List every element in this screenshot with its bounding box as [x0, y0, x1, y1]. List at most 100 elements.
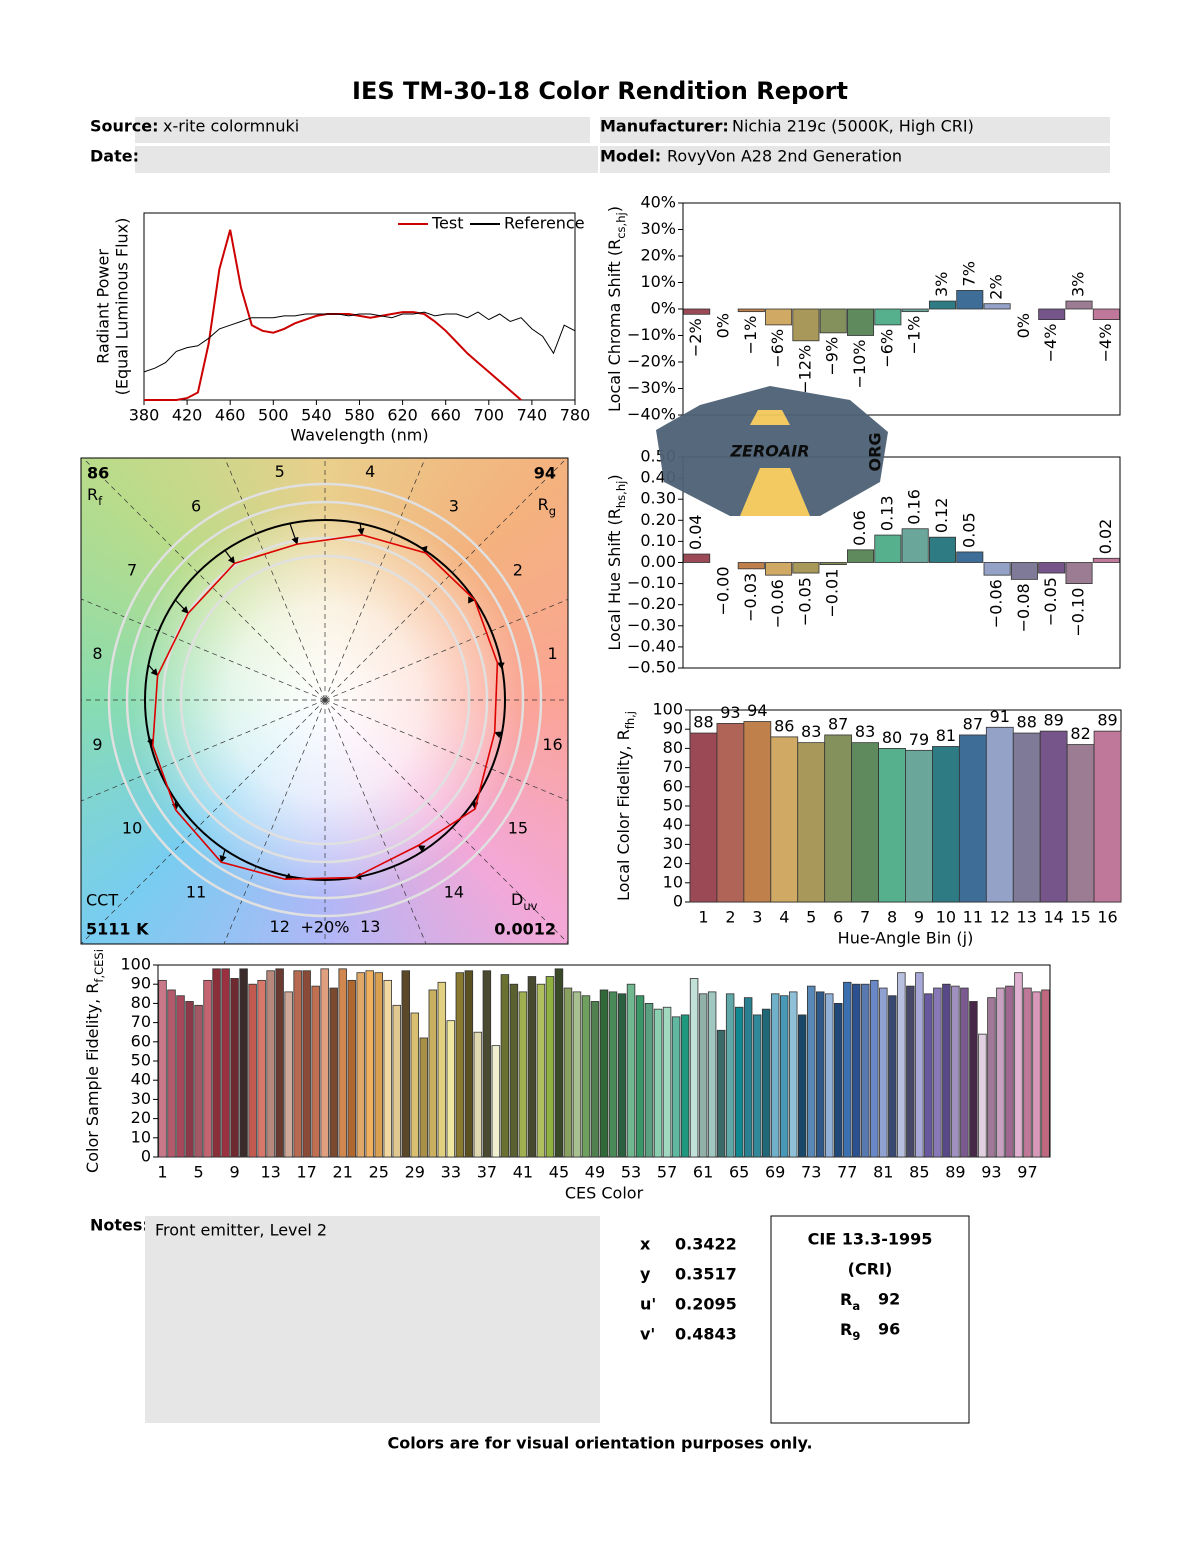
data-label: 0.06: [850, 510, 869, 546]
x-tick-label: 620: [387, 406, 418, 425]
cct-value: 5111 K: [86, 920, 149, 939]
bar: [743, 721, 772, 903]
bar: [599, 989, 609, 1158]
data-label: 82: [1070, 724, 1090, 743]
y-tick-label: 60: [663, 776, 683, 795]
x-tick-label: 12: [990, 908, 1010, 927]
y-tick-label: −10%: [627, 325, 676, 344]
x-tick-label: 7: [860, 908, 870, 927]
bar: [906, 985, 915, 1158]
bar: [689, 732, 718, 903]
bin-label: 5: [275, 462, 285, 481]
bar: [1041, 989, 1050, 1158]
bar: [311, 985, 320, 1158]
x-tick-label: 81: [873, 1163, 893, 1182]
y-tick-label: 60: [131, 1031, 151, 1050]
spoke: [324, 458, 568, 701]
bar: [874, 308, 902, 326]
x-tick-label: 11: [963, 908, 983, 927]
y-tick-label: 20: [663, 853, 683, 872]
bar: [956, 551, 984, 563]
bar: [770, 736, 799, 903]
bar: [942, 983, 951, 1158]
bin-label: 13: [360, 917, 380, 936]
y-tick-label: 40: [131, 1070, 151, 1089]
field-value: RovyVon A28 2nd Generation: [667, 147, 902, 166]
bar: [765, 562, 793, 576]
cri-index-part: R: [840, 1290, 852, 1309]
watermark-suffix: ORG: [866, 432, 885, 471]
watermark-badge: [656, 386, 888, 516]
shift-arrow: [289, 523, 299, 545]
scale-circle: [107, 482, 543, 918]
y-tick-label: 0.10: [640, 531, 676, 550]
rg-value: 94: [534, 464, 556, 483]
data-label: 86: [774, 716, 794, 735]
rg-label-part: R: [538, 495, 549, 514]
rf-label-part: f: [98, 494, 103, 508]
bin-label: 3: [449, 497, 459, 516]
data-label: −4%: [1096, 324, 1115, 363]
y-tick-label: −0.50: [627, 658, 676, 677]
bar: [698, 993, 708, 1158]
spokes: [81, 458, 568, 944]
x-tick-label: 49: [585, 1163, 605, 1182]
bar: [978, 1033, 987, 1158]
footer: Colors are for visual orientation purpos…: [387, 1434, 812, 1453]
cri-index: Ra: [840, 1290, 860, 1313]
bar: [1065, 300, 1093, 310]
chromaticity-value: 0.4843: [675, 1325, 737, 1344]
spoke: [324, 598, 568, 701]
bar: [958, 734, 987, 903]
field-value: x-rite colormnuki: [163, 117, 299, 136]
y-axis-label-part: Local Chroma Shift (R: [605, 239, 624, 412]
bar: [689, 978, 699, 1158]
report-title: IES TM-30-18 Color Rendition Report: [352, 77, 848, 105]
y-tick-label: 10%: [640, 272, 676, 291]
shift-arrow: [219, 849, 227, 863]
field-box: [600, 117, 1110, 143]
bin-label: 8: [92, 644, 102, 663]
rg-label: Rg: [538, 495, 556, 518]
y-axis-label: Local Hue Shift (Rhs,hj): [605, 474, 628, 650]
x-tick-label: 1: [698, 908, 708, 927]
bar: [662, 1006, 672, 1158]
bar: [956, 290, 984, 310]
y-tick-label: 100: [120, 955, 151, 974]
bar: [167, 989, 176, 1158]
bar: [765, 308, 793, 326]
chromaticity-label: u': [640, 1295, 656, 1314]
y-tick-label: 30%: [640, 219, 676, 238]
x-tick-label: 57: [657, 1163, 677, 1182]
bar: [788, 991, 798, 1158]
bar: [482, 970, 492, 1158]
x-tick-label: 41: [513, 1163, 533, 1182]
data-label: 0.16: [905, 489, 924, 525]
data-label: 93: [720, 703, 740, 722]
data-label: 89: [1097, 711, 1117, 730]
test-polygon: [151, 534, 499, 881]
plot-frame: [80, 457, 569, 945]
y-tick-label: −40%: [627, 405, 676, 424]
y-axis-label: Local Color Fidelity, Rfh,j: [614, 711, 637, 901]
x-tick-label: 77: [837, 1163, 857, 1182]
bar: [752, 1014, 762, 1158]
bar: [834, 1003, 843, 1158]
data-label: −9%: [823, 337, 842, 376]
data-label: −12%: [795, 345, 814, 394]
bar: [1066, 744, 1095, 903]
spoke: [81, 699, 326, 944]
bar: [879, 987, 888, 1158]
cri-index-part: R: [840, 1320, 852, 1339]
data-label: −2%: [686, 318, 705, 357]
bar: [807, 985, 816, 1158]
chromaticity-label: x: [640, 1235, 651, 1254]
bar: [874, 534, 902, 563]
rf-label-part: R: [87, 485, 98, 504]
cri-box: [770, 1215, 970, 1424]
x-axis-label: CES Color: [565, 1184, 644, 1203]
x-tick-label: 580: [344, 406, 375, 425]
bar: [888, 995, 897, 1158]
bar: [590, 1001, 600, 1158]
bar: [347, 979, 356, 1158]
